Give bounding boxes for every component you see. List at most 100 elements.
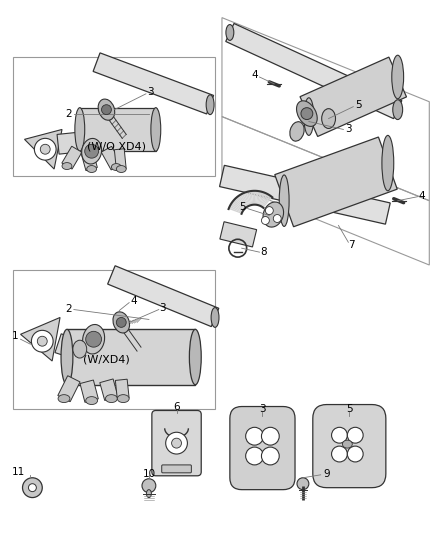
Text: 2: 2 <box>66 109 72 119</box>
Ellipse shape <box>392 55 404 99</box>
Polygon shape <box>262 195 271 207</box>
Ellipse shape <box>321 109 336 128</box>
Text: 1: 1 <box>12 332 19 341</box>
Polygon shape <box>257 191 261 205</box>
Polygon shape <box>115 379 129 399</box>
Circle shape <box>166 432 187 454</box>
Polygon shape <box>219 165 390 224</box>
Circle shape <box>273 215 281 222</box>
Polygon shape <box>220 222 257 247</box>
Text: 5: 5 <box>240 201 246 212</box>
Ellipse shape <box>189 329 201 385</box>
Circle shape <box>297 478 309 490</box>
Text: 9: 9 <box>323 469 330 479</box>
Polygon shape <box>300 57 406 136</box>
Polygon shape <box>114 149 126 169</box>
Ellipse shape <box>62 163 72 169</box>
Ellipse shape <box>86 397 98 405</box>
Ellipse shape <box>343 440 352 448</box>
FancyBboxPatch shape <box>152 410 201 476</box>
Polygon shape <box>243 192 250 206</box>
FancyBboxPatch shape <box>230 407 295 490</box>
Polygon shape <box>81 150 97 171</box>
Text: 6: 6 <box>173 401 180 411</box>
Polygon shape <box>229 206 242 213</box>
Circle shape <box>261 216 269 224</box>
Ellipse shape <box>87 166 96 173</box>
Ellipse shape <box>263 202 283 227</box>
Polygon shape <box>108 266 219 327</box>
Polygon shape <box>21 318 60 361</box>
Polygon shape <box>234 198 245 209</box>
Ellipse shape <box>393 100 403 119</box>
Ellipse shape <box>61 329 73 385</box>
Polygon shape <box>101 147 121 170</box>
Polygon shape <box>230 204 243 212</box>
Circle shape <box>28 484 36 491</box>
Ellipse shape <box>297 101 317 126</box>
Circle shape <box>332 427 347 443</box>
Polygon shape <box>255 191 258 205</box>
Circle shape <box>301 108 313 119</box>
Polygon shape <box>252 191 254 205</box>
Polygon shape <box>256 191 259 205</box>
Circle shape <box>142 479 156 492</box>
Polygon shape <box>226 23 402 119</box>
Ellipse shape <box>113 312 130 333</box>
Ellipse shape <box>382 135 394 191</box>
Text: 10: 10 <box>142 469 155 479</box>
Ellipse shape <box>151 108 161 151</box>
Polygon shape <box>275 137 397 227</box>
Circle shape <box>37 336 47 346</box>
Text: 5: 5 <box>355 100 361 110</box>
Polygon shape <box>62 146 82 169</box>
Ellipse shape <box>206 95 214 115</box>
Circle shape <box>32 330 53 352</box>
Text: 2: 2 <box>66 304 72 313</box>
Circle shape <box>347 446 363 462</box>
Ellipse shape <box>83 325 105 354</box>
Circle shape <box>265 207 273 215</box>
Ellipse shape <box>111 164 121 171</box>
Polygon shape <box>261 194 269 207</box>
FancyBboxPatch shape <box>162 465 191 473</box>
Text: (W/O XD4): (W/O XD4) <box>87 141 146 151</box>
Ellipse shape <box>75 108 85 151</box>
Polygon shape <box>260 193 268 206</box>
Text: 3: 3 <box>259 403 266 414</box>
Polygon shape <box>237 196 247 208</box>
Polygon shape <box>247 191 251 205</box>
Polygon shape <box>67 329 195 385</box>
Polygon shape <box>248 191 252 205</box>
Circle shape <box>246 447 263 465</box>
Circle shape <box>347 427 363 443</box>
Polygon shape <box>238 195 247 207</box>
Polygon shape <box>57 132 88 154</box>
Ellipse shape <box>58 394 70 402</box>
Polygon shape <box>250 191 253 205</box>
Polygon shape <box>80 380 98 402</box>
Circle shape <box>172 438 181 448</box>
Text: 5: 5 <box>346 403 353 414</box>
Ellipse shape <box>98 99 115 120</box>
Ellipse shape <box>304 98 314 135</box>
Text: 3: 3 <box>345 124 352 134</box>
Polygon shape <box>241 193 249 206</box>
Circle shape <box>261 427 279 445</box>
Ellipse shape <box>146 490 152 498</box>
Circle shape <box>246 427 263 445</box>
Circle shape <box>261 447 279 465</box>
Polygon shape <box>254 191 255 205</box>
Polygon shape <box>232 201 244 211</box>
Circle shape <box>102 104 111 115</box>
Polygon shape <box>263 196 272 208</box>
Polygon shape <box>93 53 214 114</box>
Text: 4: 4 <box>251 70 258 80</box>
Polygon shape <box>100 379 118 400</box>
Polygon shape <box>240 194 248 207</box>
Circle shape <box>34 139 56 160</box>
Text: (W/XD4): (W/XD4) <box>83 354 130 364</box>
Ellipse shape <box>81 139 102 164</box>
Ellipse shape <box>290 122 304 141</box>
Circle shape <box>332 446 347 462</box>
